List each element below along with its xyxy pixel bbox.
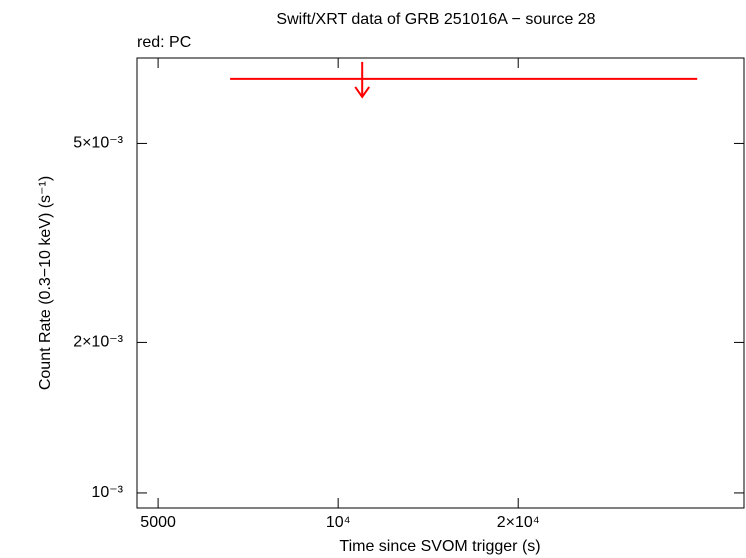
x-tick-label: 5000 xyxy=(140,514,176,531)
legend-label: red: PC xyxy=(137,34,191,51)
upper-limit-arrow xyxy=(354,61,371,99)
y-tick-label: 5×10⁻³ xyxy=(73,135,123,152)
y-tick-label: 10⁻³ xyxy=(91,484,123,501)
chart-title: Swift/XRT data of GRB 251016A − source 2… xyxy=(276,11,595,28)
y-tick-label: 2×10⁻³ xyxy=(73,334,123,351)
x-tick-label: 2×10⁴ xyxy=(497,514,540,531)
x-tick-label: 10⁴ xyxy=(326,514,351,531)
x-axis-label: Time since SVOM trigger (s) xyxy=(339,538,540,555)
y-axis-label: Count Rate (0.3−10 keV) (s⁻¹) xyxy=(37,176,54,390)
plot-frame xyxy=(136,57,745,509)
